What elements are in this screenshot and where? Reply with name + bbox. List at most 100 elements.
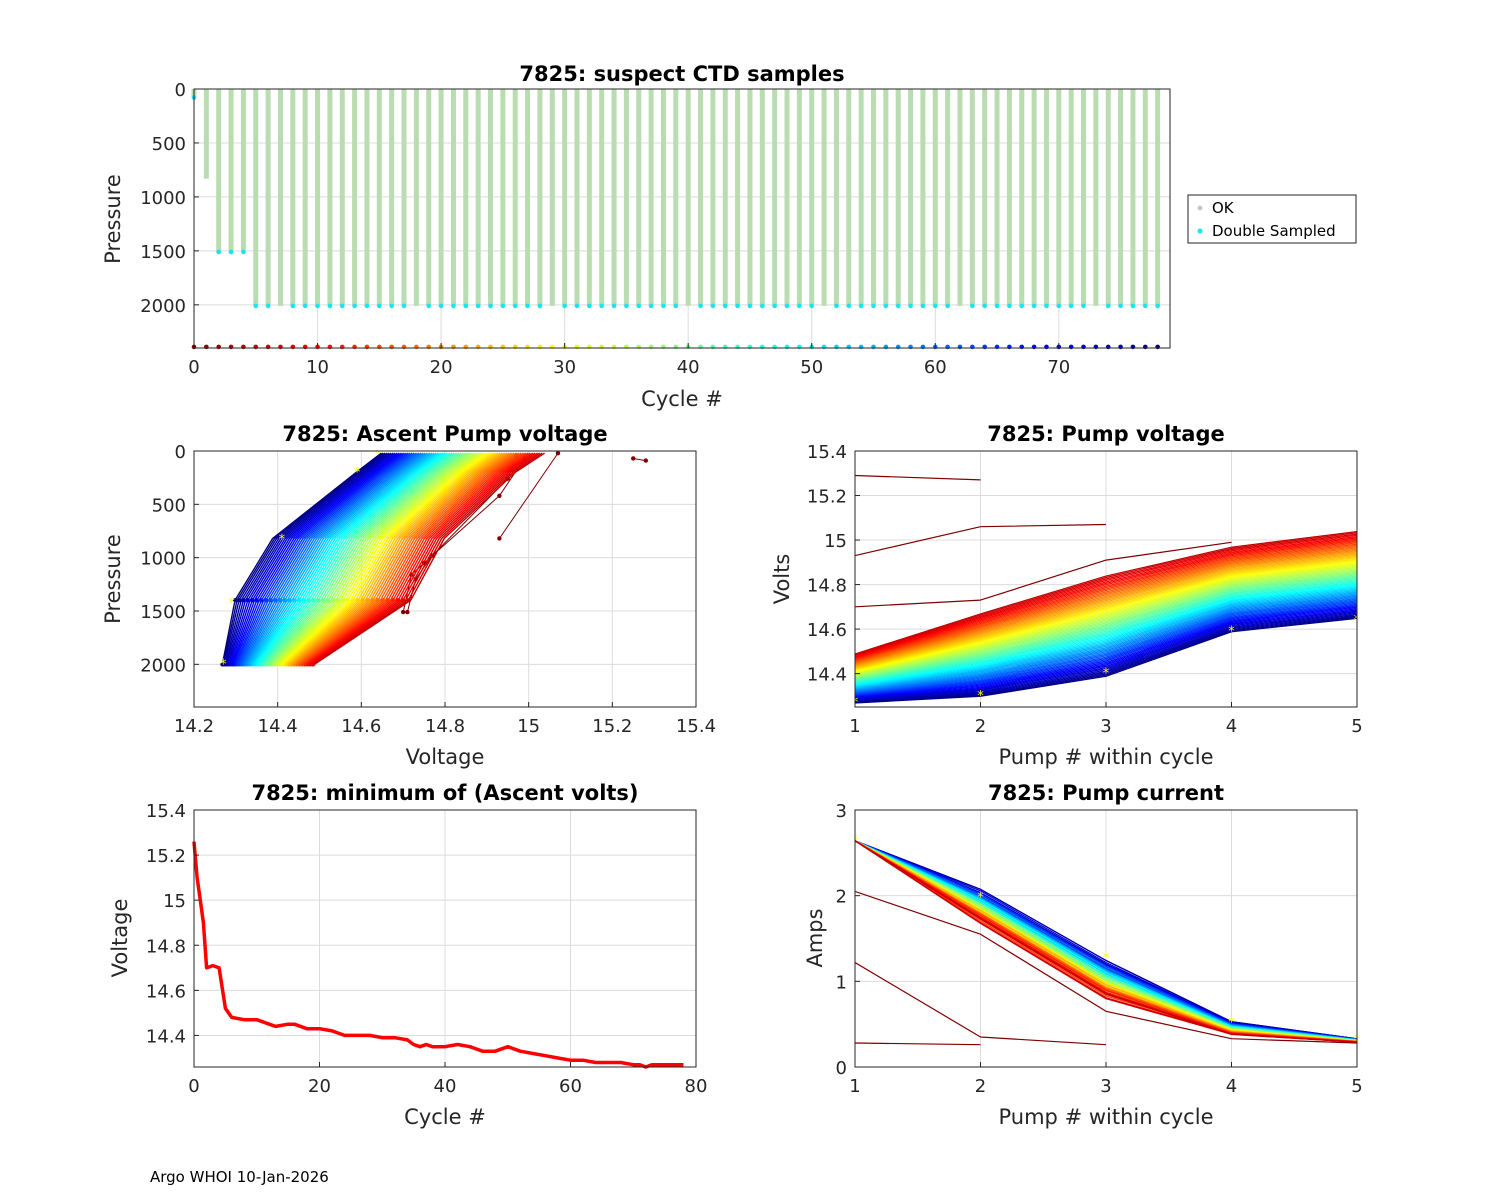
ascent-cycle-line [236, 452, 411, 665]
ctd-y-tick-label: 0 [175, 80, 186, 101]
double-sampled-point [352, 303, 357, 309]
pumpv-x-tick-label: 1 [849, 716, 860, 737]
cycle-marker [636, 344, 642, 350]
ascent-cycle-line [231, 452, 400, 665]
ascent-cycle-line [233, 452, 405, 665]
pumpv-cycle-line [855, 594, 1357, 692]
double-sampled-point [451, 303, 456, 309]
pumpv-cycle-line [855, 615, 1357, 703]
ascent-cycle-line [268, 452, 467, 665]
cycle-marker [426, 344, 432, 350]
ascent-cycle-line [274, 452, 478, 665]
footer-text: Argo WHOI 10-Jan-2026 [150, 1168, 329, 1186]
ctd-x-tick-label: 20 [430, 357, 453, 378]
pumpv-cycle-line [855, 595, 1357, 692]
ascent-cycle-line [292, 452, 508, 665]
legend-ok-label: OK [1212, 199, 1235, 217]
ascent-cycle-line [269, 452, 469, 665]
cycle-marker [339, 344, 345, 350]
cycle-marker [648, 344, 654, 350]
pumpv-y-tick-label: 14.6 [807, 620, 847, 641]
pumpv-x-tick-label: 3 [1100, 716, 1111, 737]
double-sampled-point [735, 303, 740, 309]
ascent-cycle-line [311, 452, 541, 665]
minv-y-tick-label: 15 [163, 891, 186, 912]
pumpc-star-marker: * [852, 834, 859, 849]
ascent-cycle-line [271, 452, 473, 665]
double-sampled-point [1019, 303, 1025, 309]
double-sampled-point [1081, 303, 1086, 309]
ascent-cycle-line [227, 452, 394, 665]
double-sampled-point [611, 303, 617, 309]
ascent-cycle-line [314, 452, 545, 665]
cycle-marker [241, 344, 246, 350]
double-sampled-point [871, 303, 876, 309]
pumpv-cycle-line [855, 613, 1357, 702]
cycle-marker [797, 344, 802, 350]
ascent-early-point [631, 456, 636, 461]
ascent-point [220, 662, 225, 667]
ascent-cycle-line [260, 452, 453, 665]
pumpv-y-ticks: 14.4 14.6 14.8 15 15.2 15.4 [807, 442, 860, 686]
cycle-marker [1007, 344, 1012, 350]
double-sampled-point [488, 303, 493, 309]
ascent-cycle-line [304, 452, 529, 665]
pumpc-y-label: Amps [803, 908, 827, 967]
ascent-cycle-line [265, 452, 462, 665]
pumpv-cycle-line [855, 550, 1357, 667]
cycle-marker [883, 344, 889, 350]
pumpc-x-tick-label: 4 [1226, 1076, 1237, 1097]
ascent-cycle-line [289, 452, 503, 665]
pumpv-cycle-line [855, 571, 1357, 679]
pumpv-cycle-line [855, 539, 1357, 660]
ascent-star-marker: * [228, 597, 235, 612]
cycle-marker [624, 344, 629, 350]
pumpv-cycle-line [855, 617, 1357, 704]
cycle-marker [1031, 344, 1037, 350]
double-sampled-point [809, 303, 815, 309]
min-volts-line [192, 841, 684, 1069]
ascent-cycle-line [293, 452, 510, 665]
pumpv-cycle-line [855, 558, 1357, 671]
pumpv-y-tick-label: 15 [824, 531, 847, 552]
cycle-marker [327, 344, 333, 350]
ascent-point [380, 598, 386, 603]
pumpv-cycle-line [855, 553, 1357, 668]
pumpv-cycle-line [855, 568, 1357, 677]
ascent-x-tick-label: 14.6 [341, 716, 381, 737]
cycle-marker [587, 344, 592, 350]
pumpv-x-label: Pump # within cycle [999, 745, 1214, 769]
pumpc-x-ticks: 1 2 3 4 5 [849, 1062, 1363, 1097]
cycle-marker [871, 344, 876, 350]
pumpv-star-marker: * [1103, 667, 1110, 682]
minv-y-tick-label: 14.6 [146, 981, 186, 1002]
ascent-cycle-line [307, 452, 534, 665]
pumpc-y-tick-label: 1 [836, 972, 847, 993]
minv-x-tick-label: 80 [685, 1076, 708, 1097]
pumpv-cycle-line [855, 580, 1357, 684]
pumpc-star-marker: * [1103, 951, 1110, 966]
pumpv-cycle-line [855, 546, 1357, 664]
ascent-cycle-line [228, 452, 396, 665]
pumpv-x-ticks: 1 2 3 4 5 [849, 702, 1363, 737]
ascent-cycle-line [247, 452, 431, 665]
cycle-marker [994, 344, 1000, 350]
cycle-marker [549, 344, 555, 350]
double-sampled-point [784, 303, 790, 309]
double-sampled-point [562, 303, 567, 309]
ascent-x-tick-label: 15 [517, 716, 540, 737]
pumpv-cycle-line [855, 614, 1357, 703]
ascent-y-tick-label: 500 [152, 495, 186, 516]
ascent-cycle-line [277, 452, 482, 665]
ascent-cycle-line [301, 452, 524, 665]
pumpv-cycle-line [855, 604, 1357, 697]
ctd-x-tick-label: 60 [924, 357, 947, 378]
ascent-x-tick-label: 14.8 [425, 716, 465, 737]
double-sampled-point [970, 303, 975, 309]
ascent-cycle-line [229, 452, 398, 665]
double-sampled-point [624, 303, 629, 309]
min-ascent-volts-axes: 0 20 40 60 80 14.4 14.6 14.8 15 15.2 15.4 7825: m… [108, 781, 707, 1129]
double-sampled-point [710, 303, 716, 309]
cycle-marker [302, 344, 308, 350]
